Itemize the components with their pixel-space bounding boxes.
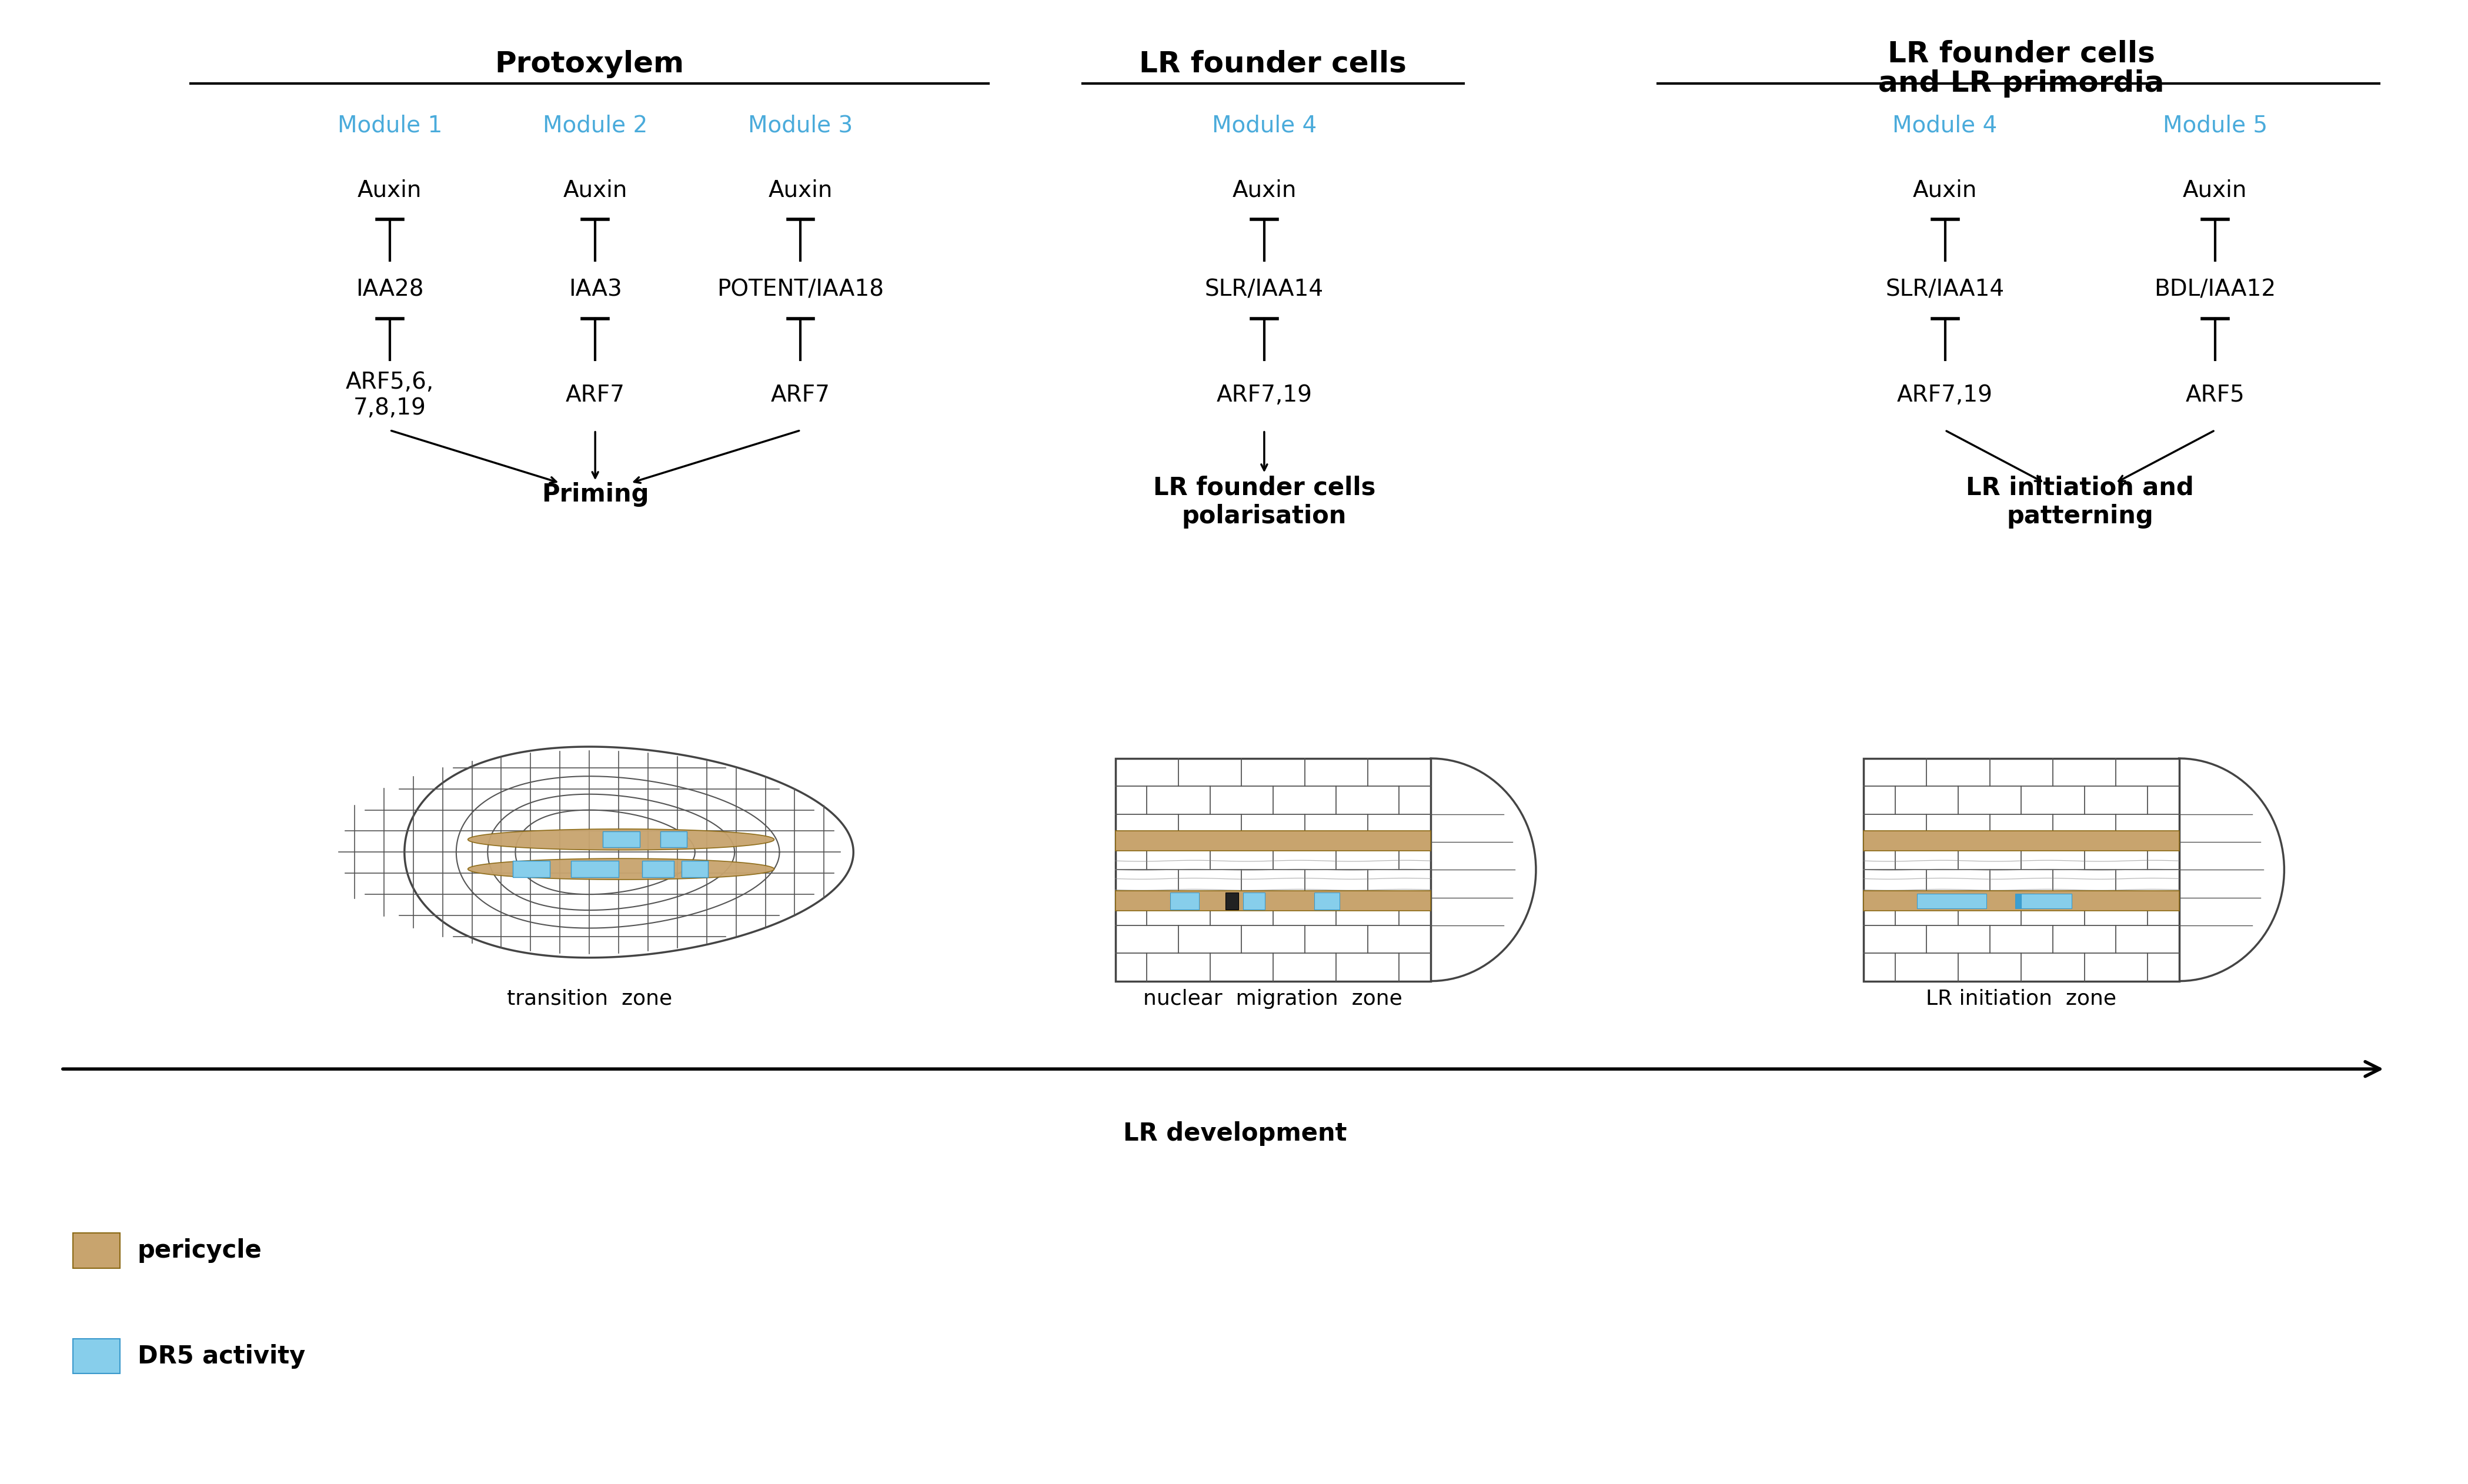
Polygon shape — [469, 830, 775, 850]
Polygon shape — [2179, 758, 2285, 981]
Text: LR development: LR development — [1123, 1120, 1348, 1146]
Text: ARF7,19: ARF7,19 — [1898, 384, 1994, 407]
Text: Auxin: Auxin — [358, 178, 422, 202]
Bar — [1227, 892, 1239, 910]
Polygon shape — [405, 746, 854, 957]
Bar — [1863, 890, 2179, 911]
Text: Module 4: Module 4 — [1893, 114, 1997, 137]
Text: Module 4: Module 4 — [1212, 114, 1315, 137]
Bar — [513, 861, 550, 877]
Text: transition  zone: transition zone — [506, 988, 671, 1009]
Text: POTENT/IAA18: POTENT/IAA18 — [718, 279, 884, 301]
Text: IAA3: IAA3 — [568, 279, 622, 301]
Text: ARF5: ARF5 — [2184, 384, 2243, 407]
Text: Auxin: Auxin — [563, 178, 627, 202]
Polygon shape — [1431, 758, 1535, 981]
Text: Protoxylem: Protoxylem — [494, 50, 684, 79]
Text: Auxin: Auxin — [1232, 178, 1296, 202]
Text: Module 5: Module 5 — [2162, 114, 2268, 137]
Bar — [1313, 892, 1340, 910]
Text: LR founder cells: LR founder cells — [1888, 40, 2155, 68]
Bar — [1244, 892, 1266, 910]
Bar — [2014, 893, 2034, 908]
Text: LR initiation  zone: LR initiation zone — [1925, 988, 2118, 1009]
Bar — [602, 831, 639, 847]
Bar — [1170, 892, 1199, 910]
Bar — [74, 1233, 121, 1269]
Text: and LR primordia: and LR primordia — [1878, 70, 2164, 98]
Bar — [1863, 831, 2179, 850]
Text: Auxin: Auxin — [2182, 178, 2248, 202]
Bar — [681, 861, 708, 877]
Text: pericycle: pericycle — [138, 1238, 262, 1263]
Polygon shape — [469, 859, 775, 880]
Bar — [570, 861, 619, 877]
Text: LR initiation and
patterning: LR initiation and patterning — [1967, 475, 2194, 528]
Text: SLR/IAA14: SLR/IAA14 — [1204, 279, 1323, 301]
Text: nuclear  migration  zone: nuclear migration zone — [1143, 988, 1402, 1009]
Bar — [1116, 890, 1431, 911]
Text: SLR/IAA14: SLR/IAA14 — [1886, 279, 2004, 301]
Text: ARF7: ARF7 — [565, 384, 624, 407]
Bar — [642, 861, 674, 877]
Text: Priming: Priming — [540, 482, 649, 508]
Bar — [661, 831, 686, 847]
Text: ARF5,6,
7,8,19: ARF5,6, 7,8,19 — [346, 371, 434, 418]
Text: Module 2: Module 2 — [543, 114, 647, 137]
Text: Module 1: Module 1 — [338, 114, 442, 137]
Text: LR founder cells
polarisation: LR founder cells polarisation — [1153, 475, 1375, 528]
Text: IAA28: IAA28 — [355, 279, 424, 301]
Text: Auxin: Auxin — [1913, 178, 1977, 202]
Bar — [74, 1339, 121, 1374]
Text: BDL/IAA12: BDL/IAA12 — [2155, 279, 2275, 301]
Text: DR5 activity: DR5 activity — [138, 1345, 306, 1368]
Text: Auxin: Auxin — [768, 178, 832, 202]
Text: ARF7: ARF7 — [770, 384, 829, 407]
Text: Module 3: Module 3 — [748, 114, 854, 137]
Text: LR founder cells: LR founder cells — [1140, 50, 1407, 79]
Bar — [1116, 831, 1431, 850]
Bar — [1918, 893, 1987, 908]
Bar — [2021, 893, 2071, 908]
Text: ARF7,19: ARF7,19 — [1217, 384, 1313, 407]
Bar — [1116, 758, 1431, 981]
Bar — [1863, 758, 2179, 981]
